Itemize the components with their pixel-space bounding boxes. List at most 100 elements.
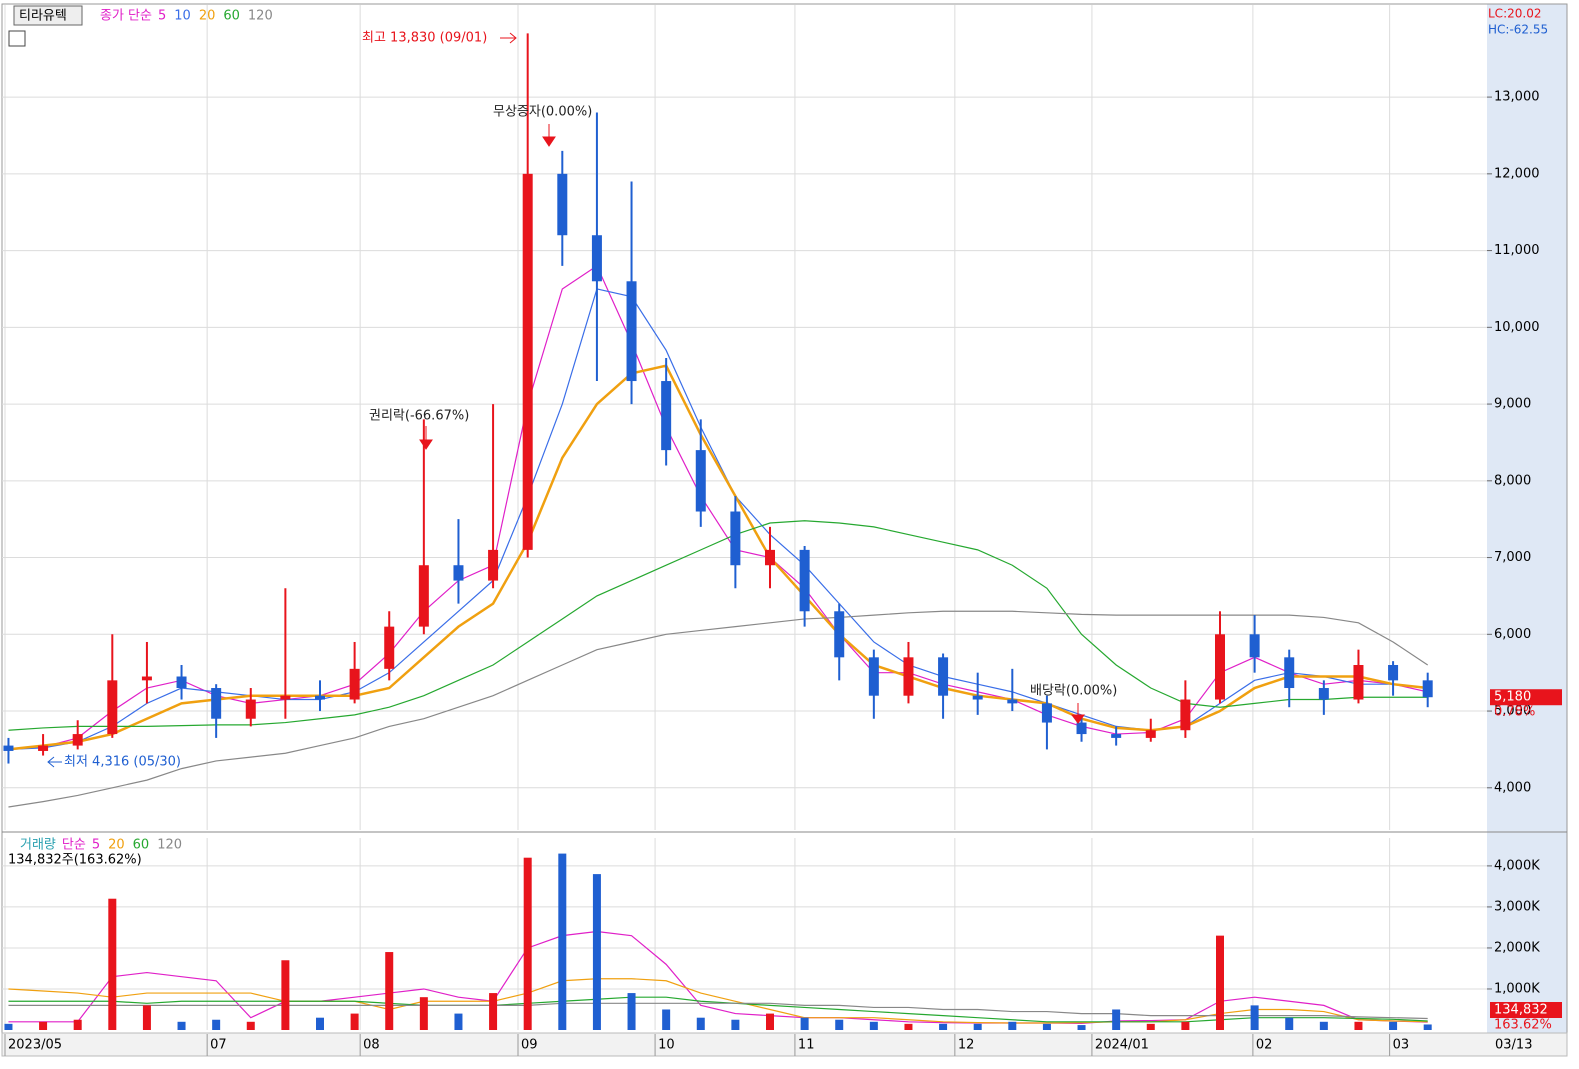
x-tick-label: 09 bbox=[521, 1038, 538, 1053]
x-tick-label: 10 bbox=[658, 1038, 675, 1053]
candle-body bbox=[903, 657, 914, 696]
volume-bar bbox=[489, 993, 498, 1030]
x-tick-label: 11 bbox=[798, 1038, 815, 1053]
candle-body bbox=[1111, 734, 1122, 738]
volume-bar bbox=[973, 1023, 982, 1030]
y-tick-label: 8,000 bbox=[1494, 473, 1531, 488]
volume-bar bbox=[939, 1023, 948, 1030]
x-tick-label: 07 bbox=[210, 1038, 227, 1053]
candle-body bbox=[418, 565, 429, 627]
legend-entry: 60 bbox=[133, 838, 150, 853]
volume-bar bbox=[1285, 1017, 1294, 1030]
volume-bar bbox=[246, 1021, 255, 1030]
volume-ma-line bbox=[8, 1002, 1428, 1020]
arrow bbox=[542, 124, 556, 147]
candle-body bbox=[245, 699, 256, 719]
annotation-rights: 권리락(-66.67%) bbox=[369, 409, 469, 424]
hc: HC:-62.55 bbox=[1488, 23, 1548, 37]
candle-body bbox=[938, 657, 949, 696]
ma-line bbox=[8, 364, 1428, 751]
volume-bar bbox=[177, 1021, 186, 1030]
candle-body bbox=[834, 611, 845, 658]
candle-body bbox=[1041, 703, 1052, 723]
y-tick-label: 4,000K bbox=[1494, 858, 1540, 873]
candle-body bbox=[211, 688, 222, 719]
price-change: 0.78% bbox=[1494, 705, 1535, 720]
y-tick-label: 3,000K bbox=[1494, 899, 1540, 914]
price-tag-label: 5,180 bbox=[1494, 690, 1531, 705]
candle-body bbox=[557, 173, 568, 236]
volume-ma-line bbox=[8, 996, 1428, 1023]
x-tick-label: 2024/01 bbox=[1095, 1038, 1149, 1053]
grid-icon[interactable] bbox=[8, 30, 26, 47]
candle-body bbox=[280, 695, 291, 700]
candle-body bbox=[1353, 665, 1364, 700]
x-tick-label: 2023/05 bbox=[8, 1038, 62, 1053]
stock-name[interactable]: 티라유텍 bbox=[19, 9, 67, 24]
candle-body bbox=[349, 668, 360, 700]
ma-line bbox=[8, 265, 1428, 751]
volume-bar bbox=[385, 952, 394, 1030]
volume-bar bbox=[454, 1013, 463, 1030]
candle-body bbox=[868, 657, 879, 696]
legend-entry: 5 bbox=[158, 9, 166, 24]
volume-bar bbox=[1216, 935, 1224, 1030]
candle-body bbox=[453, 565, 464, 581]
volume-info: 134,832주(163.62%) bbox=[8, 853, 142, 868]
candle-body bbox=[1318, 688, 1329, 700]
legend-entry: 20 bbox=[199, 9, 216, 24]
candle-body bbox=[730, 511, 741, 566]
arrow bbox=[500, 32, 517, 44]
volume-bar bbox=[592, 874, 601, 1030]
candle-body bbox=[488, 549, 499, 581]
candle-body bbox=[315, 695, 325, 700]
candle-body bbox=[384, 626, 395, 669]
x-tick-label: 02 bbox=[1256, 1038, 1273, 1053]
volume-tag-label: 134,832 bbox=[1494, 1003, 1548, 1018]
candle-body bbox=[141, 676, 152, 681]
volume-bar bbox=[1008, 1021, 1017, 1030]
volume-bar bbox=[281, 960, 290, 1030]
volume-bar bbox=[1423, 1024, 1432, 1030]
candle-body bbox=[1180, 699, 1191, 731]
legend-entry: 5 bbox=[92, 838, 100, 853]
candle-body bbox=[661, 381, 672, 451]
volume-bar bbox=[1181, 1021, 1190, 1030]
volume-bar bbox=[350, 1013, 359, 1030]
arrow bbox=[1071, 703, 1085, 724]
volume-bar bbox=[696, 1017, 705, 1030]
axis-bg bbox=[1487, 4, 1567, 1056]
stock-button[interactable] bbox=[13, 5, 83, 26]
volume-bar bbox=[835, 1019, 844, 1030]
candle-body bbox=[1422, 680, 1433, 698]
y-tick-label: 9,000 bbox=[1494, 397, 1531, 412]
x-tick-label: 12 bbox=[958, 1038, 975, 1053]
volume-bar bbox=[523, 857, 532, 1030]
arrow bbox=[419, 426, 433, 450]
volume-bar bbox=[142, 1005, 151, 1030]
candle-body bbox=[1007, 699, 1018, 704]
y-tick-label: 1,000K bbox=[1494, 981, 1540, 996]
price-tag bbox=[1490, 689, 1562, 706]
volume-bar bbox=[558, 853, 567, 1030]
legend-entry: 60 bbox=[223, 9, 240, 24]
y-tick-label: 10,000 bbox=[1494, 320, 1540, 335]
legend-label: 거래량 bbox=[20, 838, 56, 853]
volume-bar bbox=[1077, 1025, 1086, 1030]
volume-bar bbox=[108, 898, 117, 1030]
volume-tag bbox=[1490, 1002, 1562, 1018]
volume-bar bbox=[662, 1009, 671, 1030]
candle-body bbox=[176, 676, 187, 689]
volume-ma-line bbox=[8, 930, 1428, 1025]
x-tick-label: 08 bbox=[363, 1038, 380, 1053]
volume-bar bbox=[73, 1019, 82, 1030]
annotation-dividend: 배당락(0.00%) bbox=[1030, 684, 1117, 699]
y-tick-label: 11,000 bbox=[1494, 243, 1540, 258]
volume-bar bbox=[212, 1019, 221, 1030]
x-end-label: 03/13 bbox=[1495, 1038, 1532, 1053]
legend-entry: 120 bbox=[157, 838, 182, 853]
legend-entry: 120 bbox=[248, 9, 273, 24]
candle-body bbox=[591, 235, 602, 282]
candle-body bbox=[765, 549, 775, 566]
legend-label: 단순 bbox=[62, 838, 86, 853]
